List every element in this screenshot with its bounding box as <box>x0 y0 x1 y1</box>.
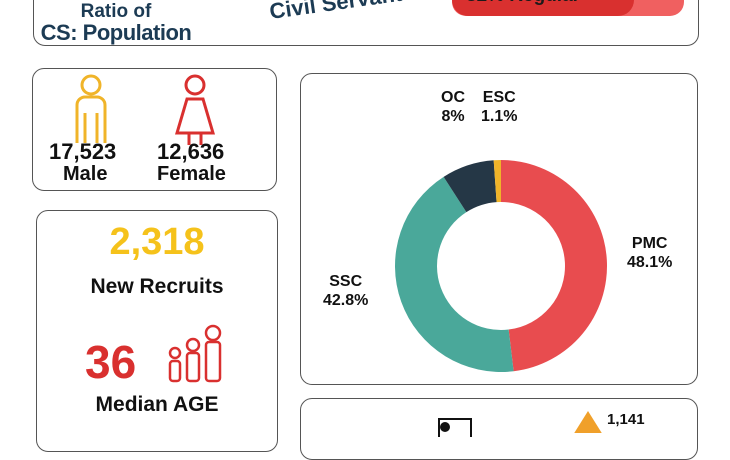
warning-triangle-icon <box>574 411 602 433</box>
label-pmc-value: 48.1% <box>627 254 673 271</box>
civil-servants-label: Civil Servants <box>267 0 416 25</box>
recruits-label: New Recruits <box>90 275 224 298</box>
ratio-line1: Ratio of <box>80 1 152 22</box>
recruits-card: 2,318 New Recruits 36 Median AGE <box>36 210 278 452</box>
male-icon <box>75 74 107 143</box>
donut-chart <box>395 160 607 372</box>
gender-card: 17,523 Male 12,636 Female <box>32 68 277 191</box>
male-count: 17,523 <box>49 139 117 164</box>
donut-slice-ssc <box>395 176 514 372</box>
presentation-icon <box>438 418 472 437</box>
male-label: Male <box>63 163 108 185</box>
regular-bar: 82% Regular <box>452 0 684 16</box>
label-oc-name: OC <box>441 89 465 106</box>
label-ssc-name: SSC <box>329 273 363 290</box>
label-oc-value: 8% <box>441 108 465 125</box>
label-oc: OC 8% <box>441 88 465 126</box>
female-icon <box>174 74 216 145</box>
female-count: 12,636 <box>157 139 225 164</box>
ratio-line2: CS: Population <box>40 20 192 45</box>
bottom-card: 1,141 <box>300 398 698 460</box>
top-banner: Ratio of CS: Population Civil Servants 8… <box>33 0 699 46</box>
bottom-count: 1,141 <box>607 411 645 428</box>
label-esc: ESC 1.1% <box>481 88 517 126</box>
median-age-value: 36 <box>85 336 137 388</box>
female-label: Female <box>157 163 226 185</box>
donut-card: OC 8% ESC 1.1% PMC 48.1% SSC 42.8% <box>300 73 698 385</box>
regular-fill: 82% Regular <box>452 0 634 16</box>
donut-slice-oc <box>443 160 497 213</box>
donut-slice-pmc <box>501 160 607 372</box>
donut-slice-esc <box>493 160 501 203</box>
median-age-label: Median AGE <box>95 393 219 416</box>
label-pmc: PMC 48.1% <box>627 234 672 272</box>
label-ssc-value: 42.8% <box>323 292 369 309</box>
label-esc-name: ESC <box>482 89 516 106</box>
label-pmc-name: PMC <box>631 235 668 252</box>
label-ssc: SSC 42.8% <box>323 272 368 310</box>
recruits-count: 2,318 <box>109 221 205 263</box>
family-icon <box>168 324 222 383</box>
label-esc-value: 1.1% <box>481 108 518 125</box>
